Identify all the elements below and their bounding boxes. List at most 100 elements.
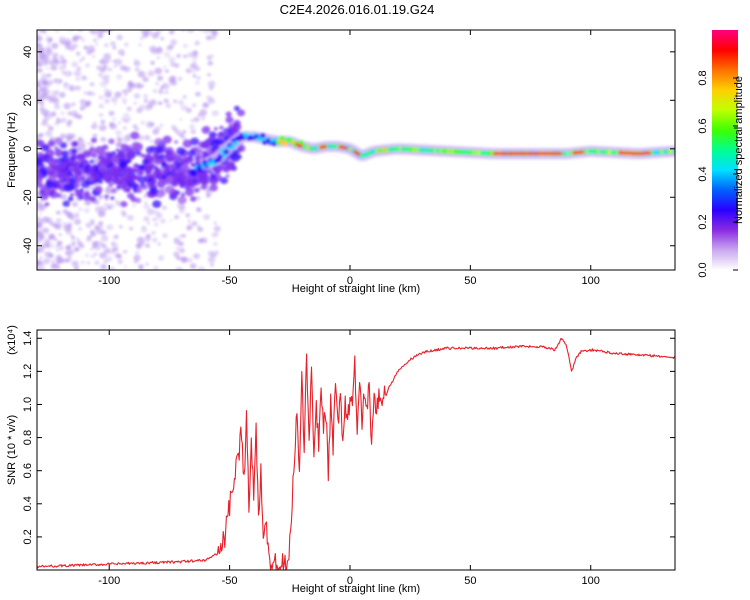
noise-mark	[75, 85, 81, 91]
noise-mark	[72, 247, 79, 253]
noise-mark	[104, 98, 110, 104]
noise-mark	[110, 96, 118, 103]
noise-mark	[142, 94, 149, 99]
band-mark	[135, 150, 142, 156]
band-mark	[110, 187, 117, 194]
band-mark	[37, 139, 45, 148]
noise-mark	[104, 60, 109, 65]
snr-y-label: SNR (10 * v/v)	[6, 415, 18, 485]
band-mark	[165, 153, 173, 160]
band-mark	[79, 167, 86, 172]
noise-mark	[119, 65, 127, 71]
band-mark	[177, 196, 187, 205]
noise-mark	[112, 117, 117, 122]
noise-mark	[124, 112, 130, 117]
colorbar-ticks: 0.0 0.2 0.4 0.6 0.8	[697, 70, 738, 278]
noise-mark	[141, 84, 145, 88]
band-mark	[44, 202, 50, 207]
y-tick-label: 0.2	[22, 529, 34, 544]
band-mark	[125, 187, 131, 193]
band-mark	[127, 192, 135, 200]
band-mark	[126, 158, 132, 163]
band-mark	[39, 184, 47, 191]
noise-mark	[209, 263, 214, 267]
noise-mark	[153, 222, 159, 227]
noise-mark	[67, 111, 73, 116]
noise-mark	[57, 266, 61, 270]
ridge-peak	[344, 146, 348, 150]
noise-mark	[134, 67, 140, 72]
noise-mark	[63, 81, 69, 87]
band-mark	[161, 161, 167, 166]
band-mark	[195, 153, 203, 160]
band-mark	[141, 186, 146, 190]
band-mark	[195, 148, 202, 154]
noise-mark	[60, 58, 68, 65]
band-mark	[53, 183, 58, 188]
noise-mark	[70, 240, 76, 245]
noise-mark	[138, 104, 146, 110]
noise-mark	[187, 30, 195, 33]
noise-mark	[143, 203, 150, 210]
noise-mark	[39, 30, 44, 33]
noise-mark	[40, 48, 46, 53]
noise-mark	[59, 190, 63, 194]
band-mark	[89, 159, 95, 164]
band-mark	[130, 131, 140, 140]
colorbar-tick-label: 0.4	[697, 166, 709, 181]
noise-mark	[193, 116, 200, 123]
noise-mark	[85, 236, 92, 243]
noise-mark	[99, 59, 106, 65]
y-tick-label: 1.4	[22, 331, 34, 346]
band-mark	[213, 127, 218, 131]
noise-mark	[160, 85, 165, 89]
noise-mark	[75, 77, 80, 81]
band-mark	[112, 176, 123, 185]
band-mark	[37, 166, 40, 170]
noise-mark	[169, 219, 173, 222]
noise-mark	[205, 35, 212, 41]
band-mark	[112, 167, 119, 173]
band-mark	[69, 155, 76, 161]
noise-mark	[58, 91, 66, 98]
noise-mark	[104, 79, 110, 84]
noise-mark	[63, 70, 72, 77]
band-mark	[53, 172, 59, 177]
noise-mark	[117, 137, 123, 142]
noise-mark	[213, 221, 217, 225]
band-mark	[164, 185, 175, 194]
noise-mark	[163, 65, 167, 69]
noise-mark	[39, 256, 43, 259]
noise-mark	[97, 194, 104, 200]
noise-mark	[173, 237, 181, 244]
noise-mark	[165, 103, 172, 109]
noise-mark	[106, 224, 114, 231]
noise-mark	[114, 91, 122, 98]
noise-mark	[39, 221, 43, 224]
noise-mark	[133, 101, 137, 105]
band-mark	[74, 188, 79, 193]
noise-mark	[51, 222, 58, 228]
noise-mark	[189, 263, 197, 269]
noise-mark	[132, 203, 136, 207]
noise-mark	[88, 30, 93, 33]
band-mark	[131, 141, 141, 150]
band-mark	[115, 148, 120, 152]
band-mark	[62, 200, 71, 207]
noise-mark	[48, 37, 53, 42]
noise-mark	[115, 129, 123, 137]
noise-mark	[108, 110, 115, 116]
noise-mark	[180, 104, 188, 111]
noise-mark	[197, 266, 206, 270]
noise-mark	[160, 36, 165, 41]
noise-mark	[144, 201, 148, 205]
noise-mark	[135, 243, 143, 250]
noise-mark	[155, 47, 164, 54]
band-mark	[189, 195, 197, 202]
noise-mark	[142, 32, 149, 38]
noise-mark	[51, 42, 59, 50]
band-mark	[102, 173, 113, 182]
noise-mark	[207, 73, 211, 77]
noise-mark	[163, 51, 171, 58]
